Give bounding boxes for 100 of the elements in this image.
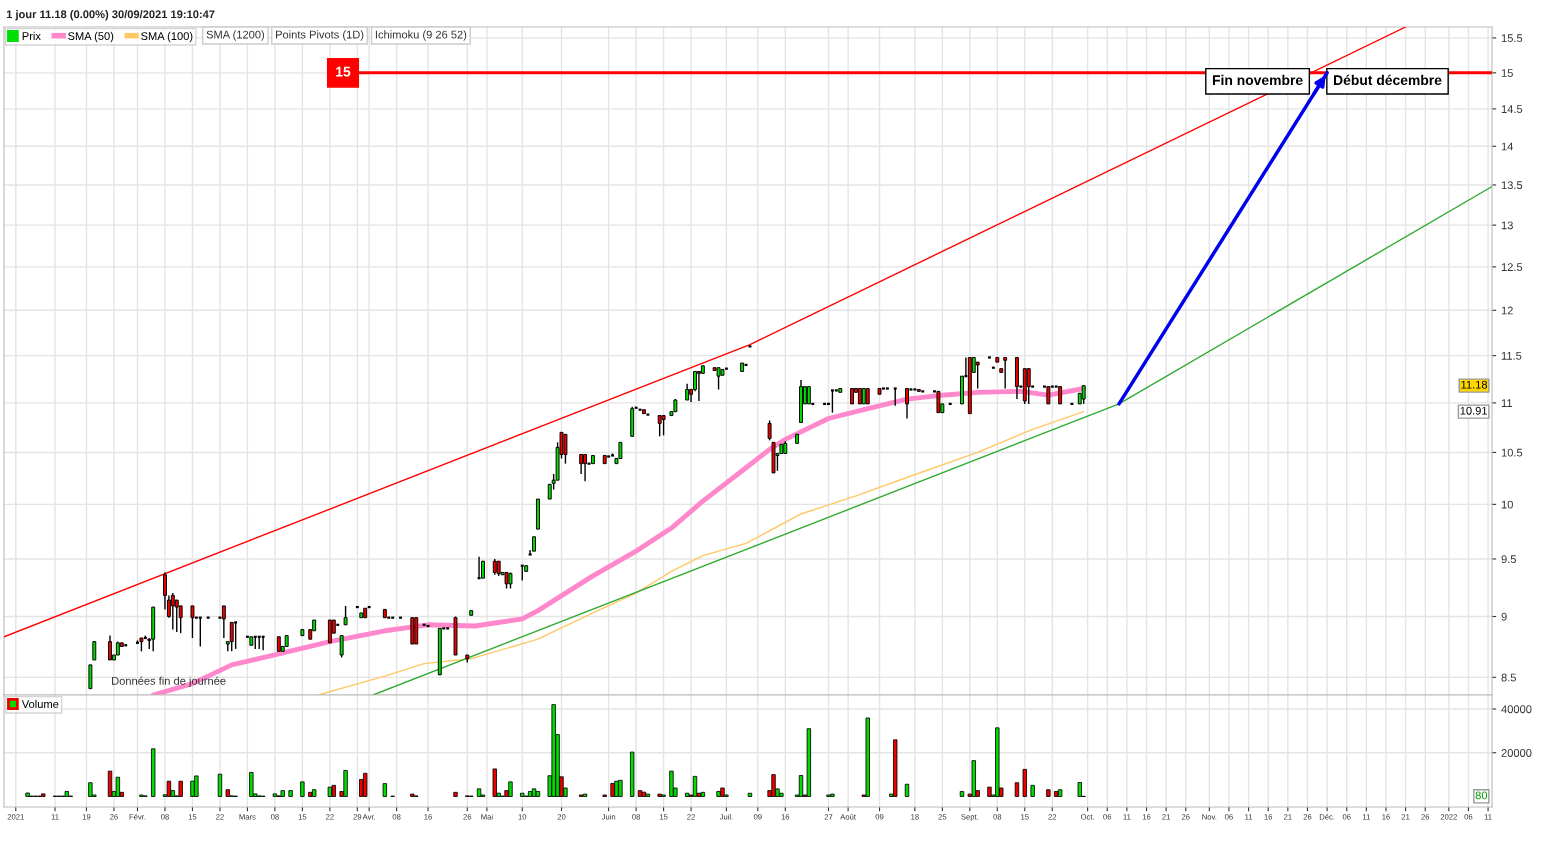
bar [959,791,965,797]
bar [308,791,313,797]
bar [610,782,615,797]
bar [343,770,348,797]
bar [88,782,93,797]
candlestick [327,619,332,644]
bar [645,793,651,797]
bar [716,791,721,797]
y-tick-label: 13 [1501,221,1513,230]
bar [551,704,556,797]
bar [225,789,230,797]
candlestick [905,387,909,420]
legend-label: SMA (50) [68,31,114,43]
bar [669,770,674,797]
bar [692,775,698,797]
candlestick [716,367,721,391]
y-tick-label: 14.5 [1501,105,1523,114]
bar [331,784,336,797]
bar [618,779,623,797]
bar [64,791,69,797]
bar [1057,789,1063,797]
candlestick [661,414,666,437]
bar [1014,782,1020,797]
bar [904,783,910,797]
y-tick-label: 10.5 [1501,448,1523,457]
bar [637,790,643,797]
bar [830,793,835,797]
bar [1022,768,1027,797]
bar [582,793,588,797]
bar [410,793,415,797]
bar [684,792,690,797]
annotation: 11.18 [1461,380,1488,389]
bar [1077,782,1082,797]
bar [995,727,1000,797]
bar [363,772,368,797]
candlestick [936,390,941,414]
bar [115,776,121,797]
bar [771,774,776,797]
bar [311,789,317,797]
candlestick [767,419,772,442]
candlestick [92,640,97,661]
bar [178,780,183,797]
candlestick [339,634,344,659]
legend-label: Prix [22,31,41,40]
bar [453,791,458,797]
bar [798,775,804,797]
bar [476,788,482,797]
bar [382,783,388,797]
bar [629,751,635,797]
candlestick [975,361,980,390]
bar [971,760,976,797]
bar [657,793,662,797]
bar [41,793,46,797]
bar [779,792,784,797]
chart-title: 1 jour 11.18 (0.00%) 30/09/2021 19:10:47 [6,10,215,21]
annotation: Ichimoku (9 26 52) [375,30,467,41]
bar [641,791,647,797]
y-tick-label: 9 [1501,612,1507,621]
bar [300,781,305,797]
y-tick-label: 13.5 [1501,181,1523,190]
bar [700,791,706,797]
bar [217,773,223,797]
bar [288,790,293,797]
bar [531,788,537,797]
candlestick [170,592,175,631]
bar [987,786,992,797]
y-tick-label: 40000 [1501,705,1532,714]
candlestick [657,414,662,438]
bar [151,748,156,797]
bar [25,792,30,797]
bar [1030,784,1035,797]
y-tick-label: 15.5 [1501,34,1523,43]
bar [492,768,497,797]
y-tick-label: 20000 [1501,749,1532,757]
y-tick-label: 12 [1501,306,1513,315]
candlestick [88,664,93,690]
annotation: Début décembre [1334,74,1442,86]
bar [166,780,172,797]
bar [747,792,753,797]
bar [520,792,525,797]
bar [107,770,113,797]
annotation: 10.91 [1460,406,1487,415]
bar [527,791,533,797]
y-tick-label: 11.5 [1501,351,1522,360]
bar [865,717,870,797]
candlestick [108,634,112,661]
bar [1054,791,1059,797]
bar [249,772,254,797]
y-tick-label: 12.5 [1501,263,1523,272]
bar [614,780,619,797]
annotation: SMA (1200) [206,30,265,41]
legend-label: Volume [21,699,59,708]
bar [893,739,898,797]
bar [1046,789,1051,797]
candlestick [190,605,195,639]
y-tick-label: 11 [1501,399,1513,407]
annotation: Points Pivots (1D) [276,30,364,41]
annotation: 80 [1475,791,1488,800]
annotation: Fin novembre [1212,74,1303,86]
bar [272,793,278,797]
